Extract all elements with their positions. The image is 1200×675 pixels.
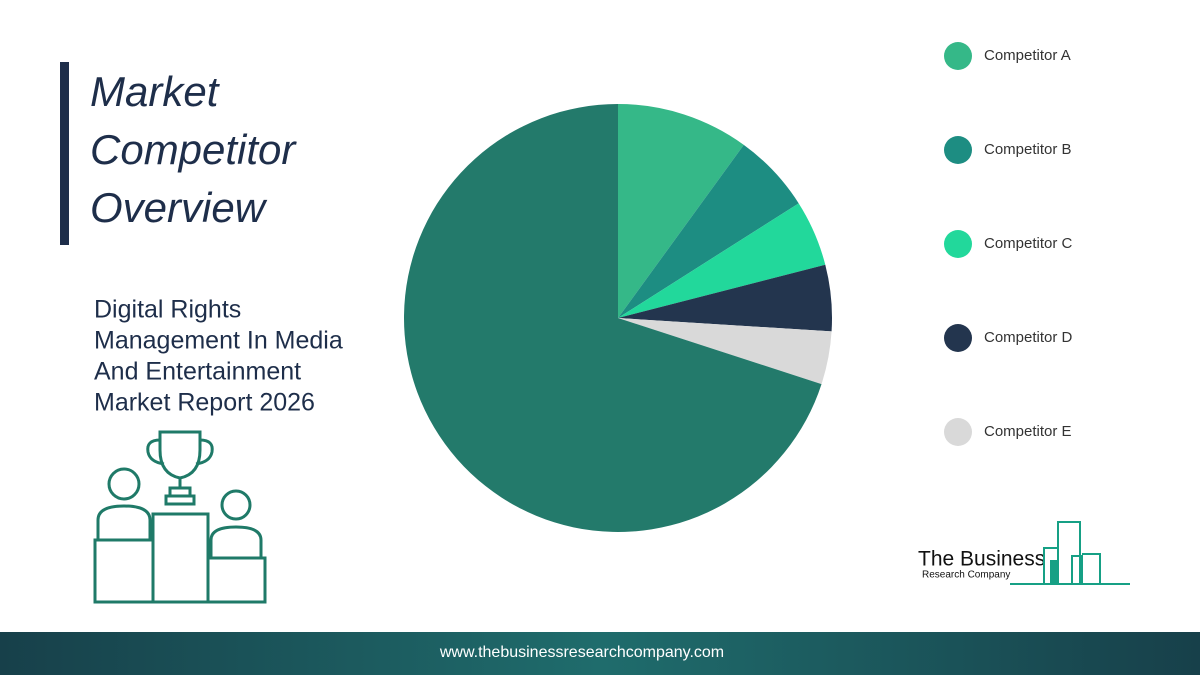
title-line: Overview bbox=[90, 184, 268, 231]
legend-swatch bbox=[944, 418, 972, 446]
footer-url: www.thebusinessresearchcompany.com bbox=[439, 644, 724, 661]
subtitle-line: Digital Rights bbox=[94, 296, 241, 324]
subtitle-line: Management In Media bbox=[94, 327, 343, 355]
legend-label: Competitor C bbox=[984, 235, 1073, 252]
pie-slice bbox=[618, 144, 799, 318]
legend-label: Competitor A bbox=[984, 47, 1071, 64]
pie-slice bbox=[618, 203, 826, 318]
title-line: Competitor bbox=[90, 126, 297, 173]
title-bar bbox=[60, 62, 69, 245]
logo-sub: Research Company bbox=[922, 570, 1010, 581]
legend-swatch bbox=[944, 230, 972, 258]
trophy-icon bbox=[93, 430, 267, 604]
subtitle-line: Market Report 2026 bbox=[94, 389, 315, 417]
pie bbox=[403, 104, 832, 533]
legend-label: Competitor B bbox=[984, 141, 1072, 158]
legend-swatch bbox=[944, 136, 972, 164]
legend-swatch bbox=[944, 42, 972, 70]
legend-swatch bbox=[944, 324, 972, 352]
pie-slice bbox=[403, 104, 822, 533]
pie-slice bbox=[618, 104, 744, 318]
legend: Competitor A Competitor B Competitor C Comp… bbox=[944, 42, 1073, 446]
pie-slice bbox=[618, 264, 832, 332]
subtitle-line: And Entertainment bbox=[94, 358, 301, 386]
subtitle: Digital Rights Management In Media And Ent… bbox=[94, 296, 343, 417]
logo: The Business Research Company bbox=[918, 521, 1130, 585]
legend-label: Competitor D bbox=[984, 329, 1073, 346]
title: Market Competitor Overview bbox=[90, 68, 297, 231]
pie-slice bbox=[618, 318, 832, 385]
title-line: Market bbox=[90, 68, 221, 115]
legend-label: Competitor E bbox=[984, 423, 1072, 440]
footer-band bbox=[0, 632, 1200, 675]
logo-name: The Business bbox=[918, 548, 1045, 571]
